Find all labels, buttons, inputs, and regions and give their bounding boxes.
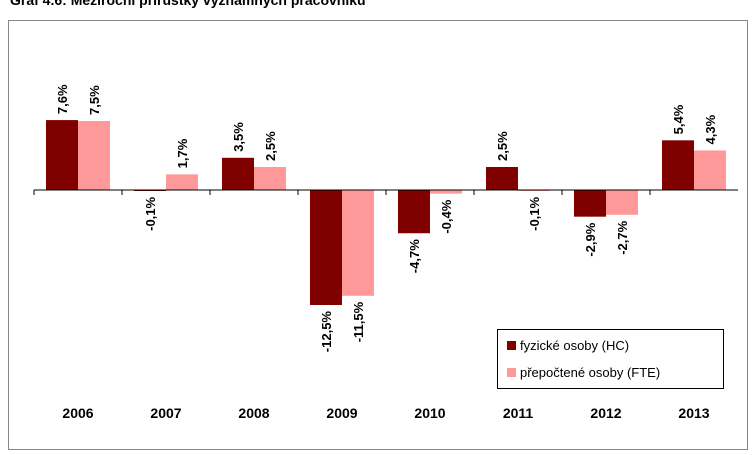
x-tick-label: 2013 [678, 405, 709, 421]
value-label: -2,9% [583, 222, 598, 256]
x-tick-label: 2007 [150, 405, 181, 421]
x-tick-label: 2010 [414, 405, 445, 421]
bar [694, 150, 726, 190]
value-label: 2,5% [263, 131, 278, 161]
bar [398, 190, 430, 234]
bar [222, 157, 254, 190]
bar [254, 167, 286, 190]
legend-label: přepočtené osoby (FTE) [520, 365, 660, 380]
value-label: -0,4% [439, 199, 454, 233]
value-label: -12,5% [319, 311, 334, 353]
value-label: -2,7% [615, 220, 630, 254]
legend-swatch [507, 341, 516, 350]
chart-title: Graf 4.6: Meziroční přírůstky významných… [10, 0, 366, 8]
value-label: 5,4% [671, 104, 686, 134]
value-label: -11,5% [351, 301, 366, 342]
bar [342, 190, 374, 296]
x-tick-label: 2008 [238, 405, 269, 421]
bar [78, 121, 110, 190]
value-label: -0,1% [527, 196, 542, 230]
value-label: 1,7% [175, 138, 190, 168]
value-label: 7,6% [55, 84, 70, 114]
legend-label: fyzické osoby (HC) [520, 338, 629, 353]
x-tick-label: 2006 [62, 405, 93, 421]
bar [606, 190, 638, 215]
chart-border [8, 20, 748, 450]
x-tick-label: 2009 [326, 405, 357, 421]
value-label: 2,5% [495, 131, 510, 161]
value-label: 7,5% [87, 85, 102, 115]
value-label: -0,1% [143, 196, 158, 230]
bar [46, 120, 78, 190]
value-label: -4,7% [407, 239, 422, 273]
bar [430, 190, 462, 194]
bar [166, 174, 198, 190]
x-tick-label: 2012 [590, 405, 621, 421]
legend [497, 329, 724, 389]
value-label: 3,5% [231, 122, 246, 152]
x-tick-label: 2011 [503, 405, 534, 421]
bar [310, 190, 342, 305]
bar [486, 167, 518, 190]
bar [574, 190, 606, 217]
bar [662, 140, 694, 190]
value-label: 4,3% [703, 114, 718, 144]
legend-swatch [507, 368, 516, 377]
